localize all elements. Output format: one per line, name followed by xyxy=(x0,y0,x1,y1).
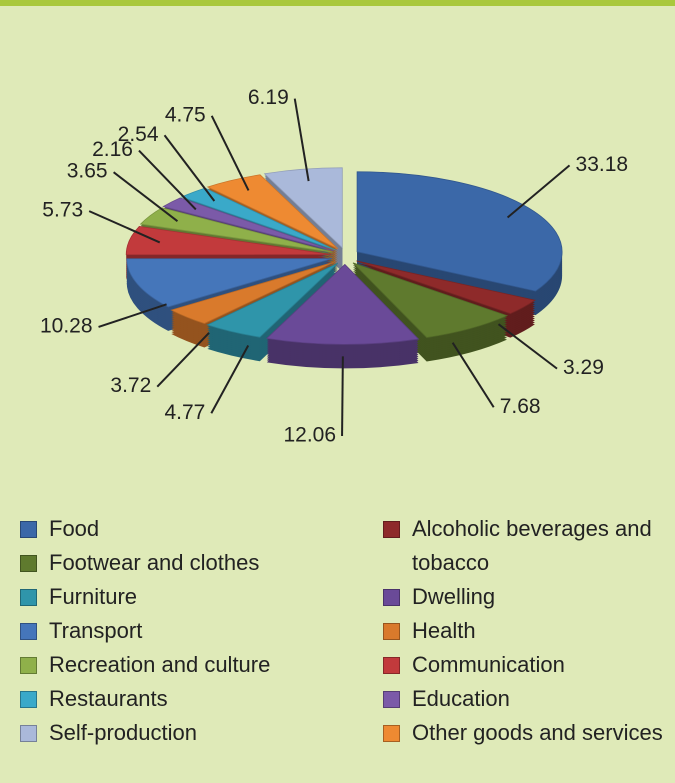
legend-label: Furniture xyxy=(49,584,138,609)
legend-label: Recreation and culture xyxy=(49,652,271,677)
leader-line xyxy=(112,171,179,222)
leader-line xyxy=(138,149,197,211)
data-label: 7.68 xyxy=(500,395,541,418)
leader-line xyxy=(293,98,310,182)
data-label: 4.75 xyxy=(165,103,206,126)
legend-item: Health xyxy=(383,614,668,648)
legend-swatch xyxy=(383,521,400,538)
data-label: 4.77 xyxy=(164,401,205,424)
legend-swatch xyxy=(20,521,37,538)
slice-top xyxy=(266,263,420,345)
slice-top xyxy=(263,167,343,249)
slice xyxy=(352,262,509,362)
legend-label: Self-production xyxy=(49,720,197,745)
legend: Food Footwear and clothes Furniture Transpo… xyxy=(20,512,350,750)
legend-item: Transport xyxy=(20,614,350,648)
data-label: 33.18 xyxy=(576,153,629,176)
data-label: 6.19 xyxy=(248,86,289,109)
legend-swatch xyxy=(383,691,400,708)
slice-top xyxy=(162,197,335,252)
legend-swatch xyxy=(20,691,37,708)
legend-label: Communication xyxy=(412,652,565,677)
legend-swatch xyxy=(383,589,400,606)
legend-label: Footwear and clothes xyxy=(49,550,260,575)
legend-item: Recreation and culture xyxy=(20,648,350,682)
legend-label: Food xyxy=(49,516,100,541)
leader-line xyxy=(163,134,216,202)
legend-label: Alcoholic beverages and tobacco xyxy=(412,516,652,575)
data-label: 2.54 xyxy=(118,123,159,146)
data-label: 3.65 xyxy=(67,160,108,183)
legend-swatch xyxy=(383,623,400,640)
legend-item: Dwelling xyxy=(383,580,668,614)
leader-line xyxy=(88,210,161,244)
slice-top xyxy=(125,225,332,256)
legend-item: Food xyxy=(20,512,350,546)
legend-swatch xyxy=(383,657,400,674)
legend-label: Restaurants xyxy=(49,686,168,711)
legend-item: Communication xyxy=(383,648,668,682)
leader-line xyxy=(98,303,167,328)
slice-top xyxy=(206,174,339,250)
leader-line xyxy=(497,323,558,370)
slice-top xyxy=(170,261,336,324)
legend-item: Alcoholic beverages and tobacco xyxy=(383,512,668,580)
legend: Alcoholic beverages and tobacco Dwelling H… xyxy=(383,512,668,750)
legend-swatch xyxy=(20,623,37,640)
data-label: 2.16 xyxy=(92,138,133,161)
slice-top xyxy=(206,262,339,338)
leader-line xyxy=(341,356,344,436)
legend-label: Transport xyxy=(49,618,143,643)
data-label: 12.06 xyxy=(283,424,336,447)
data-label: 3.72 xyxy=(110,374,151,397)
legend-swatch xyxy=(20,725,37,742)
data-label: 5.73 xyxy=(42,199,83,222)
legend-item: Other goods and services xyxy=(383,716,668,750)
legend-item: Education xyxy=(383,682,668,716)
legend-label: Dwelling xyxy=(412,584,496,609)
legend-item: Self-production xyxy=(20,716,350,750)
data-label: 3.29 xyxy=(563,356,604,379)
legend-label: Education xyxy=(412,686,510,711)
legend-swatch xyxy=(20,589,37,606)
leader-line xyxy=(506,164,571,219)
leader-line xyxy=(156,332,210,388)
slice-top xyxy=(352,262,509,338)
legend-item: Restaurants xyxy=(20,682,350,716)
legend-swatch xyxy=(20,555,37,572)
slice xyxy=(206,262,339,362)
pie-area: 33.183.297.6812.064.773.7210.285.733.652… xyxy=(40,86,629,447)
legend-label: Other goods and services xyxy=(412,720,663,745)
legend-swatch xyxy=(20,657,37,674)
leader-line xyxy=(210,115,250,191)
slice-top xyxy=(139,207,333,253)
leader-line xyxy=(210,345,250,414)
legend-item: Footwear and clothes xyxy=(20,546,350,580)
slice-top xyxy=(356,260,536,315)
legend-item: Furniture xyxy=(20,580,350,614)
data-label: 10.28 xyxy=(40,315,93,338)
legend-swatch xyxy=(383,725,400,742)
leader-line xyxy=(451,342,495,408)
slice-top xyxy=(356,171,563,292)
legend-label: Health xyxy=(412,618,476,643)
slice xyxy=(266,263,420,369)
